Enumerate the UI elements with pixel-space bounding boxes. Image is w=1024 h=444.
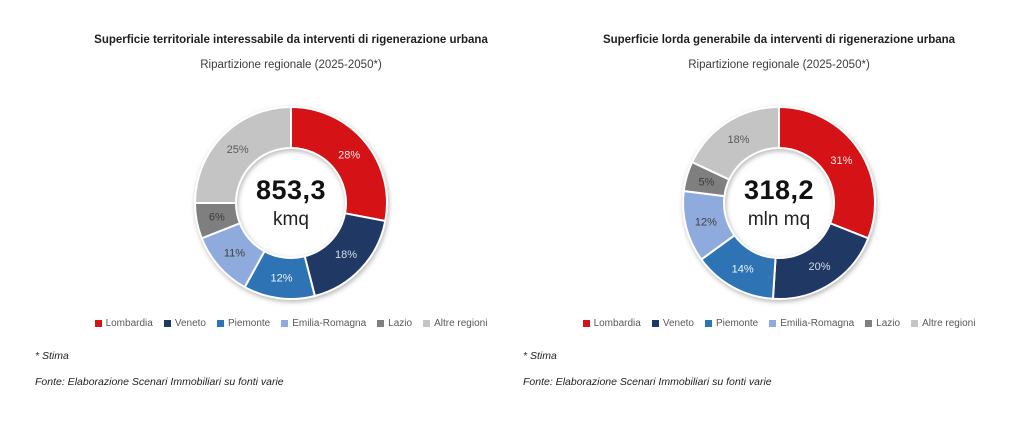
percent-label-veneto: 20% — [808, 262, 830, 274]
legend-label: Piemonte — [227, 318, 271, 330]
legend-marker-icon — [704, 320, 712, 328]
legend-marker-icon — [423, 320, 431, 328]
chart-title: Superficie lorda generabile da intervent… — [602, 34, 956, 46]
legend-marker-icon — [651, 320, 659, 328]
chart-legend: Lombardia Veneto Piemonte Emilia-Romagna Laz… — [523, 318, 1024, 329]
donut-slice-lombardia — [778, 106, 876, 241]
percent-label-emilia-romagna: 12% — [695, 217, 717, 229]
legend-label: Veneto — [662, 318, 694, 330]
percent-label-lazio: 6% — [209, 212, 225, 224]
legend-label: Emilia-Romagna — [292, 318, 367, 330]
percent-label-veneto: 18% — [335, 250, 357, 262]
legend-item-veneto: Veneto — [651, 318, 694, 330]
chart-title: Superficie territoriale interessabile da… — [94, 34, 488, 46]
legend-item-altre-regioni: Altre regioni — [911, 318, 975, 329]
percent-label-altre-regioni: 25% — [227, 144, 249, 156]
legend-item-lazio: Lazio — [865, 318, 900, 329]
donut-slice-altre-regioni — [193, 106, 292, 205]
donut-chart-lorda: 31% 20% 14% 12% 5% 18% 318,2 mln mq — [673, 97, 885, 309]
percent-label-lazio: 5% — [699, 177, 715, 189]
footnote-stima: * Stima — [523, 350, 557, 363]
percent-label-altre-regioni: 18% — [727, 134, 749, 146]
chart-subtitle: Ripartizione regionale (2025-2050*) — [200, 59, 382, 72]
legend-item-piemonte: Piemonte — [704, 318, 759, 330]
legend-item-lazio: Lazio — [377, 318, 412, 329]
legend-marker-icon — [281, 320, 289, 328]
percent-label-lombardia: 31% — [830, 155, 852, 167]
legend-item-lombardia: Lombardia — [582, 318, 641, 330]
percent-label-lombardia: 28% — [338, 150, 360, 162]
legend-item-lombardia: Lombardia — [94, 318, 153, 330]
footnote-stima: * Stima — [35, 350, 69, 363]
donut-chart-territoriale: 28% 18% 12% 11% 6% 25% 853,3 kmq — [185, 97, 397, 309]
legend-marker-icon — [911, 320, 919, 328]
legend-item-emilia-romagna: Emilia-Romagna — [769, 318, 854, 329]
legend-label: Piemonte — [715, 318, 759, 330]
legend-item-veneto: Veneto — [163, 318, 206, 330]
legend-label: Lombardia — [105, 318, 153, 330]
legend-label: Lombardia — [593, 318, 641, 330]
donut-slice-altre-regioni — [690, 106, 780, 182]
percent-label-emilia-romagna: 11% — [224, 248, 245, 260]
chart-subtitle: Ripartizione regionale (2025-2050*) — [688, 59, 870, 72]
legend-marker-icon — [163, 320, 171, 328]
right-chart-panel: Superficie lorda generabile da intervent… — [523, 0, 1024, 444]
legend-label: Emilia-Romagna — [780, 318, 855, 330]
legend-label: Lazio — [876, 318, 901, 330]
legend-label: Veneto — [174, 318, 206, 330]
legend-label: Altre regioni — [922, 318, 976, 330]
footnote-source: Fonte: Elaborazione Scenari Immobiliari … — [523, 376, 772, 389]
legend-marker-icon — [865, 320, 873, 328]
legend-label: Lazio — [388, 318, 413, 330]
chart-legend: Lombardia Veneto Piemonte Emilia-Romagna Laz… — [35, 318, 547, 329]
legend-label: Altre regioni — [434, 318, 488, 330]
legend-marker-icon — [377, 320, 385, 328]
footnote-source: Fonte: Elaborazione Scenari Immobiliari … — [35, 376, 284, 389]
percent-label-piemonte: 12% — [270, 273, 292, 285]
donut-slice-lombardia — [290, 106, 388, 223]
legend-marker-icon — [769, 320, 777, 328]
legend-marker-icon — [582, 320, 590, 328]
legend-item-piemonte: Piemonte — [216, 318, 271, 330]
legend-item-emilia-romagna: Emilia-Romagna — [281, 318, 366, 329]
legend-item-altre-regioni: Altre regioni — [423, 318, 487, 329]
left-chart-panel: Superficie territoriale interessabile da… — [35, 0, 547, 444]
legend-marker-icon — [94, 320, 102, 328]
percent-label-piemonte: 14% — [732, 264, 754, 276]
legend-marker-icon — [216, 320, 224, 328]
